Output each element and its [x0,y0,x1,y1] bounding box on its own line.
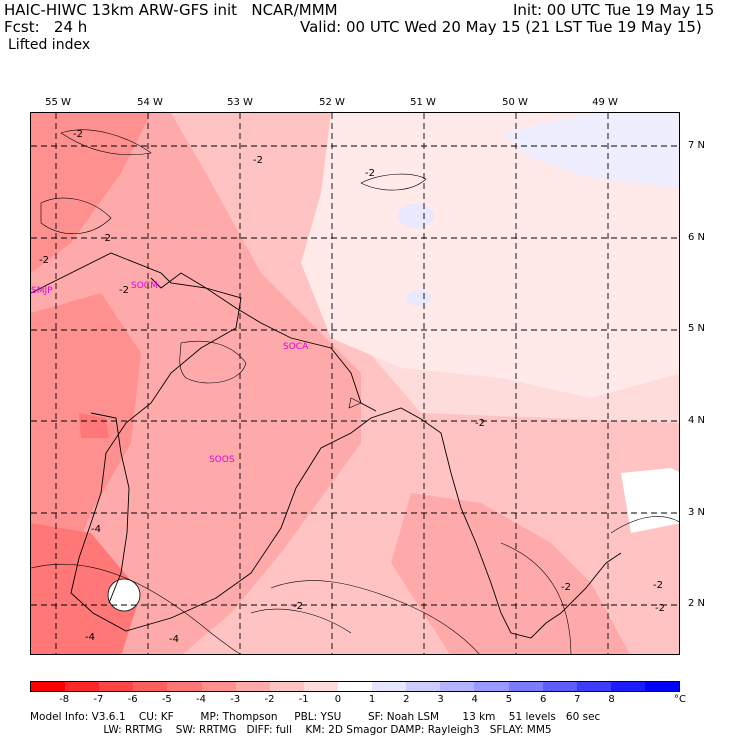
field-stable-spot-2 [407,290,431,306]
colorbar-tick-label: -3 [230,694,241,705]
coastline-and-borders [70,272,622,639]
colorbar-swatch [133,682,168,691]
contour-label: -4 [91,524,101,535]
colorbar-tick-label: 6 [539,694,547,705]
colorbar-swatch [610,682,645,691]
field-strong-sw [31,523,141,654]
lon-label-52w: 52 W [319,97,345,108]
model-info-line-2: LW: RRTMG SW: RRTMG DIFF: full KM: 2D Sm… [30,724,552,736]
colorbar-swatch [201,682,236,691]
contour-label: -4 [85,632,95,643]
colorbar-swatch [303,682,338,691]
colorbar-tick-label: -1 [298,694,309,705]
contour-label: -2 [119,285,129,296]
field-moderate-se [391,493,630,654]
title: HAIC-HIWC 13km ARW-GFS init NCAR/MMM [4,1,338,19]
contour-lines [31,129,679,654]
contour-label: -2 [253,155,263,166]
colorbar-tick-label: -8 [59,694,70,705]
colorbar [30,681,680,692]
colorbar-swatch [372,682,407,691]
contour-label: -2 [39,255,49,266]
colorbar-swatch [406,682,441,691]
colorbar-swatch [644,682,680,691]
station-label: SOCM [131,281,158,291]
contour-label: -2 [655,603,665,614]
map-panel: -2 -2 -2 -2 -2 -2 -2 -2 -2 -2 -4 -4 -4 -… [30,112,680,655]
station-label: SMJP [31,286,53,296]
field-moderate-west [31,113,361,654]
colorbar-swatch [337,682,373,691]
colorbar-swatch [440,682,475,691]
colorbar-swatch [31,682,66,691]
colorbar-tick-label: -2 [264,694,275,705]
colorbar-tick-label: 2 [403,694,410,705]
field-neutral-spot [107,578,141,612]
coastline-north [31,252,377,412]
colorbar-swatch [99,682,134,691]
river-border [90,412,130,604]
contour-label: -2 [561,582,571,593]
colorbar-swatch [167,682,202,691]
lon-label-49w: 49 W [592,97,618,108]
colorbar-unit: °C [674,694,686,705]
model-info-line-1: Model Info: V3.6.1 CU: KF MP: Thompson P… [30,711,601,723]
lat-label-3n: 3 N [688,507,706,518]
field-strong-coast [31,293,141,593]
lat-label-4n: 4 N [688,415,706,426]
contour-label: -2 [365,168,375,179]
init-time: Init: 00 UTC Tue 19 May 15 [513,1,715,19]
contour-label: -2 [653,580,663,591]
colorbar-tick-label: 7 [574,694,581,705]
contour-label: -2 [475,418,485,429]
field-stable-ne [501,113,679,188]
lat-label-7n: 7 N [688,140,706,151]
lon-label-51w: 51 W [410,97,436,108]
contour-label: -2 [101,233,111,244]
colorbar-tick-label: -6 [127,694,138,705]
colorbar-tick-label: 4 [471,694,478,705]
colorbar-swatch [65,682,100,691]
colorbar-swatch [576,682,611,691]
colorbar-tick-label: 3 [437,694,444,705]
station-label: SOOS [209,455,235,465]
lon-label-54w: 54 W [137,97,163,108]
field-name: Lifted index [8,37,91,53]
lat-label-5n: 5 N [688,323,706,334]
lon-label-55w: 55 W [45,97,71,108]
lat-label-6n: 6 N [688,232,706,243]
colorbar-tick-label: -7 [93,694,104,705]
graticule [31,113,679,654]
colorbar-swatch [474,682,509,691]
contour-label: -2 [73,129,83,140]
colorbar-tick-label: -5 [161,694,172,705]
colorbar-swatch [235,682,270,691]
lifted-index-map: -2 -2 -2 -2 -2 -2 -2 -2 -2 -2 -4 -4 -4 -… [31,113,679,654]
lon-label-53w: 53 W [227,97,253,108]
colorbar-tick-label: 8 [608,694,615,705]
colorbar-swatch [269,682,304,691]
contour-label: -4 [169,634,179,645]
lon-label-50w: 50 W [502,97,528,108]
field-near-neutral [301,113,679,398]
colorbar-swatch [508,682,543,691]
colorbar-tick-label: 0 [334,694,342,705]
contour-label: -2 [293,601,303,612]
lat-label-2n: 2 N [688,598,706,609]
colorbar-tick-label: 5 [505,694,513,705]
forecast-hour: Fcst: 24 h [4,18,88,36]
field-neutral-east [621,468,679,533]
valid-time: Valid: 00 UTC Wed 20 May 15 (21 LST Tue … [300,18,702,36]
colorbar-swatch [542,682,577,691]
colorbar-tick-label: -4 [196,694,207,705]
station-label: SOCA [283,342,309,352]
field-moderate-nw [31,113,151,273]
field-stable-spot-1 [398,204,434,228]
field-strong-spot [79,413,109,438]
colorbar-tick-label: 1 [368,694,376,705]
